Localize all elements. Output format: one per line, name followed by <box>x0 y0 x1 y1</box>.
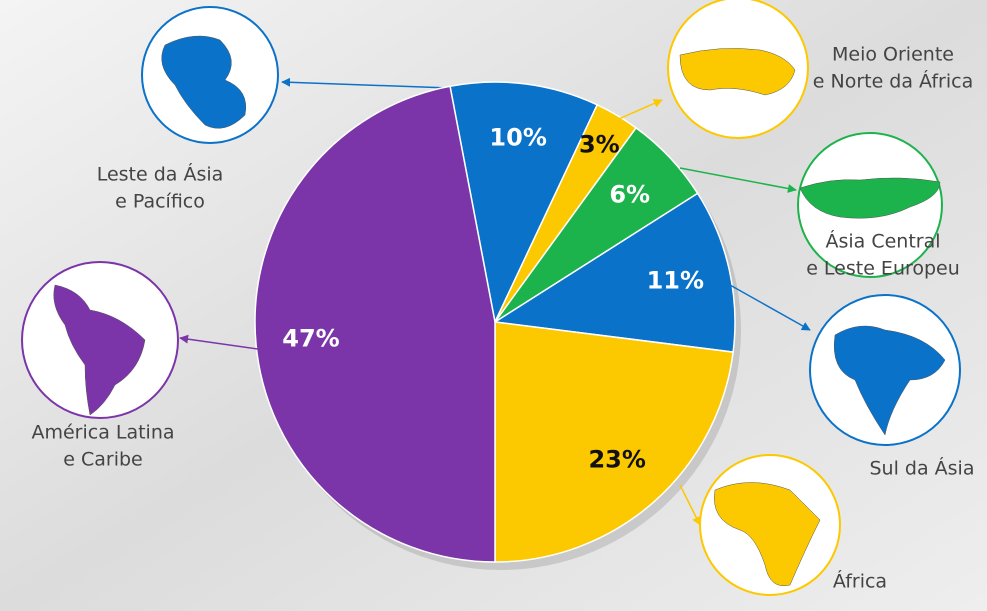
value-label: 47% <box>282 324 339 352</box>
value-label: 10% <box>489 124 546 152</box>
region-map <box>799 177 941 219</box>
category-label: e Pacífico <box>115 191 205 213</box>
category-label: Meio Oriente <box>832 44 954 66</box>
value-label: 6% <box>609 180 650 208</box>
region-map <box>833 325 946 436</box>
category-label: Sul da Ásia <box>870 457 975 480</box>
category-label: África <box>833 570 887 593</box>
connector <box>679 167 797 193</box>
value-label: 23% <box>588 446 645 474</box>
category-label: e Leste Europeu <box>806 258 960 280</box>
value-label: 3% <box>579 131 620 159</box>
pie-slice <box>254 85 496 563</box>
connector <box>729 284 811 331</box>
region-map <box>161 35 247 129</box>
category-label: Ásia Central <box>825 230 940 253</box>
connector <box>179 334 266 351</box>
pie-slice <box>449 81 599 325</box>
category-label: e Norte da África <box>813 70 974 93</box>
pie-slice <box>492 192 736 353</box>
category-label: e Caribe <box>63 449 142 471</box>
region-map <box>714 482 821 587</box>
value-label: 11% <box>647 267 704 295</box>
category-label: Leste da Ásia <box>97 163 224 186</box>
connector <box>281 77 451 89</box>
pie-slice <box>494 321 734 563</box>
connector <box>611 99 663 123</box>
connector <box>679 484 701 526</box>
region-map <box>53 284 146 416</box>
region-map <box>679 48 796 96</box>
category-label: América Latina <box>31 422 174 444</box>
